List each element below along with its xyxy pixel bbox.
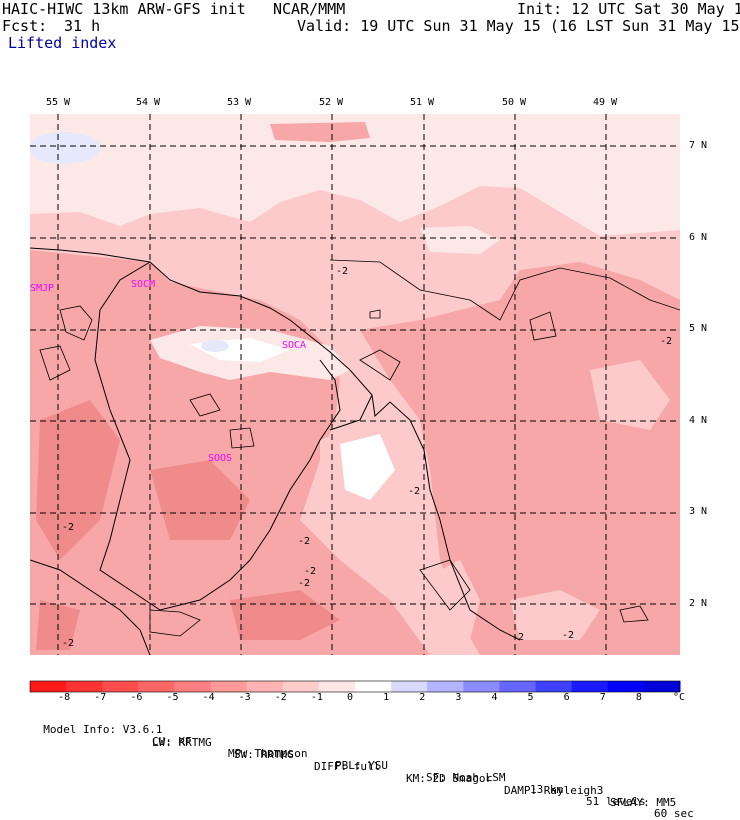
- colorbar-tick-label: -8: [58, 692, 71, 703]
- colorbar-tick-label: 7: [599, 692, 606, 703]
- contour-label: -2: [512, 632, 525, 643]
- lat-label: 3 N: [689, 506, 708, 517]
- forecast-label: Fcst:: [2, 17, 48, 35]
- field-light-east2: [590, 360, 670, 430]
- colorbar-segment: [102, 681, 139, 692]
- graticule: [30, 114, 680, 655]
- contour-label: -2: [298, 578, 311, 589]
- colorbar-tick-label: 3: [455, 692, 462, 703]
- model-title: HAIC-HIWC 13km ARW-GFS init: [2, 0, 246, 18]
- colorbar-tick-label: 4: [491, 692, 498, 703]
- lon-label: 53 W: [227, 97, 252, 108]
- model-version: Model Info: V3.6.1: [43, 723, 163, 736]
- colorbar-unit: °C: [673, 692, 686, 703]
- lifted-index-map: [30, 114, 680, 655]
- colorbar-segment: [246, 681, 284, 692]
- field-medium-east: [360, 262, 680, 655]
- colorbar-tick-label: -2: [274, 692, 287, 703]
- sflay-scheme: SFLAY: MM5: [610, 796, 677, 809]
- lon-label: 50 W: [502, 97, 527, 108]
- colorbar-tick-label: 2: [419, 692, 426, 703]
- lon-label: 55 W: [46, 97, 71, 108]
- contour-label: -2: [304, 566, 317, 577]
- field-light-north: [30, 114, 680, 236]
- init-time: Init: 12 UTC Sat 30 May 15: [517, 0, 740, 18]
- contour-label: -2: [408, 486, 421, 497]
- colorbar-segment: [282, 681, 320, 692]
- colorbar: [29, 680, 681, 693]
- colorbar-tick-label: 5: [527, 692, 534, 703]
- colorbar-segment: [571, 681, 609, 692]
- field-strong-spot: [150, 460, 250, 540]
- colorbar-segment: [643, 681, 681, 692]
- colorbar-segment: [355, 681, 392, 692]
- lon-label: 54 W: [136, 97, 161, 108]
- lat-label: 5 N: [689, 323, 708, 334]
- colorbar-tick-label: -1: [310, 692, 323, 703]
- colorbar-tick-label: -3: [238, 692, 251, 703]
- contour-label: -2: [660, 336, 673, 347]
- colorbar-segment: [66, 681, 103, 692]
- field-name: Lifted index: [8, 34, 117, 52]
- colorbar-tick-label: -4: [202, 692, 215, 703]
- colorbar-tick-label: -6: [130, 692, 143, 703]
- colorbar-segment: [210, 681, 248, 692]
- lon-label: 52 W: [319, 97, 344, 108]
- lat-label: 2 N: [689, 598, 708, 609]
- contour-label: -2: [336, 266, 349, 277]
- colorbar-segment: [30, 681, 67, 692]
- lw-scheme: LW: RRTMG: [152, 736, 212, 749]
- field-strong-spot: [36, 400, 120, 560]
- field-light-southeast: [510, 590, 600, 640]
- diff-scheme: DIFF: full: [314, 760, 381, 773]
- colorbar-segment: [535, 681, 573, 692]
- colorbar-segment: [391, 681, 428, 692]
- boundaries: [30, 247, 521, 655]
- contour-label: -2: [298, 536, 311, 547]
- lat-label: 7 N: [689, 140, 708, 151]
- colorbar-tick-label: 0: [347, 692, 354, 703]
- station-label: SOCM: [131, 279, 156, 290]
- colorbar-tick-label: -5: [166, 692, 179, 703]
- contour-label: -2: [62, 522, 75, 533]
- colorbar-segment: [174, 681, 212, 692]
- colorbar-tick-label: -7: [94, 692, 107, 703]
- field-medium-north: [270, 122, 370, 142]
- field-blue-spot: [201, 340, 229, 352]
- colorbar-tick-label: 6: [563, 692, 570, 703]
- forecast-hour: 31 h: [64, 17, 101, 35]
- field-light-south: [420, 560, 480, 640]
- colorbar-labels: -8 -7 -6 -5 -4 -3 -2 -1 0 1 2 3 4 5 6 7 8: [0, 692, 740, 706]
- org-label: NCAR/MMM: [273, 0, 346, 18]
- damp-scheme: DAMP: Rayleigh3: [504, 784, 604, 797]
- colorbar-segment: [427, 681, 464, 692]
- field-light-patch: [420, 226, 500, 254]
- colorbar-tick-label: 1: [383, 692, 390, 703]
- colorbar-segment: [463, 681, 500, 692]
- station-label: SOCA: [282, 340, 307, 351]
- lon-label: 49 W: [593, 97, 618, 108]
- contour-label: -2: [562, 630, 575, 641]
- lon-label: 51 W: [410, 97, 435, 108]
- contours: [39, 259, 680, 637]
- colorbar-tick-label: 8: [635, 692, 642, 703]
- colorbar-segment: [318, 681, 356, 692]
- sw-scheme: SW: RRTMG: [234, 748, 294, 761]
- field-strong-spot: [230, 590, 340, 640]
- model-info-line2: LW: RRTMG SW: RRTMG DIFF: full KM: 2D Sm…: [30, 725, 730, 809]
- timestep: 60 sec: [654, 807, 694, 820]
- lat-label: 4 N: [689, 415, 708, 426]
- lat-label: 6 N: [689, 232, 708, 243]
- station-label: SMJP: [30, 283, 55, 294]
- colorbar-segment: [499, 681, 537, 692]
- colorbar-segment: [138, 681, 175, 692]
- contour-label: -2: [62, 638, 75, 649]
- field-blue-patch: [30, 132, 100, 164]
- station-label: SOOS: [208, 453, 233, 464]
- km-scheme: KM: 2D Smagor: [406, 772, 493, 785]
- colorbar-border: [29, 680, 681, 693]
- valid-time: Valid: 19 UTC Sun 31 May 15 (16 LST Sun …: [297, 17, 740, 35]
- colorbar-segment: [607, 681, 645, 692]
- field-white-patch: [340, 434, 395, 500]
